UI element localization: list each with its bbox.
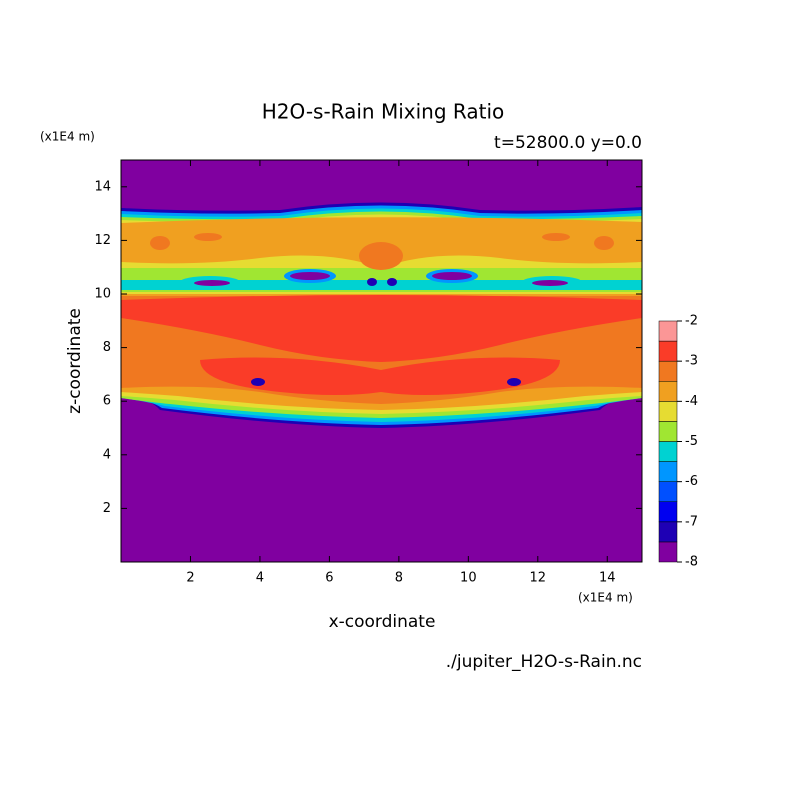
y-tick-label: 8: [103, 340, 111, 355]
contour-region: [594, 236, 614, 250]
colorbar-tick-label: -2: [685, 314, 698, 329]
x-unit: (x1E4 m): [578, 591, 633, 605]
contour-region: [432, 272, 472, 280]
contour-region: [194, 233, 222, 241]
x-tick-label: 10: [460, 571, 477, 586]
colorbar-swatch: [658, 340, 678, 362]
x-tick-label: 6: [325, 571, 333, 586]
colorbar-tick-label: -8: [685, 555, 698, 570]
colorbar-swatch: [658, 461, 678, 482]
x-tick-label: 8: [395, 571, 403, 586]
x-tick-label: 12: [530, 571, 547, 586]
y-tick-label: 14: [94, 179, 111, 194]
x-tick-label: 2: [186, 571, 194, 586]
colorbar-swatch: [658, 360, 678, 382]
y-axis-label: z-coordinate: [65, 308, 85, 414]
contour-region: [150, 236, 170, 250]
colorbar-swatch: [658, 381, 678, 402]
y-tick-label: 10: [94, 287, 111, 302]
contour-region: [542, 233, 570, 241]
colorbar-swatch: [658, 401, 678, 422]
y-tick-label: 12: [94, 233, 111, 248]
y-tick-label: 6: [103, 394, 111, 409]
contour-region: [387, 278, 397, 286]
y-unit: (x1E4 m): [40, 130, 95, 144]
colorbar-swatch: [658, 501, 678, 523]
chart-title: H2O-s-Rain Mixing Ratio: [262, 100, 505, 124]
colorbar-tick-label: -6: [685, 474, 698, 489]
contour-region: [359, 242, 403, 270]
plot-frame: [120, 159, 643, 563]
contour-region: [194, 280, 230, 286]
contour-region: [367, 278, 377, 286]
y-tick-label: 2: [103, 501, 111, 516]
contour-region: [121, 295, 642, 362]
contour-region: [507, 378, 521, 386]
chart-subtitle: t=52800.0 y=0.0: [494, 133, 642, 153]
colorbar-swatch: [658, 441, 678, 462]
colorbar-tick-label: -4: [685, 394, 698, 409]
colorbar-swatch: [658, 421, 678, 442]
colorbar-swatch: [658, 541, 678, 563]
contour-region: [532, 280, 568, 286]
colorbar-tick-label: -5: [685, 434, 698, 449]
x-tick-label: 14: [599, 571, 616, 586]
colorbar-swatch: [658, 481, 678, 502]
colorbar-tick-label: -7: [685, 514, 698, 529]
colorbar-tick-label: -3: [685, 354, 698, 369]
contour-field: [121, 160, 642, 562]
contour-region: [200, 357, 560, 395]
contour-region: [290, 272, 330, 280]
colorbar-swatch: [658, 320, 678, 342]
x-axis-label: x-coordinate: [329, 612, 436, 632]
x-tick-label: 4: [256, 571, 264, 586]
contour-region: [251, 378, 265, 386]
source-file: ./jupiter_H2O-s-Rain.nc: [446, 652, 642, 672]
colorbar-swatch: [658, 521, 678, 543]
y-tick-label: 4: [103, 447, 111, 462]
